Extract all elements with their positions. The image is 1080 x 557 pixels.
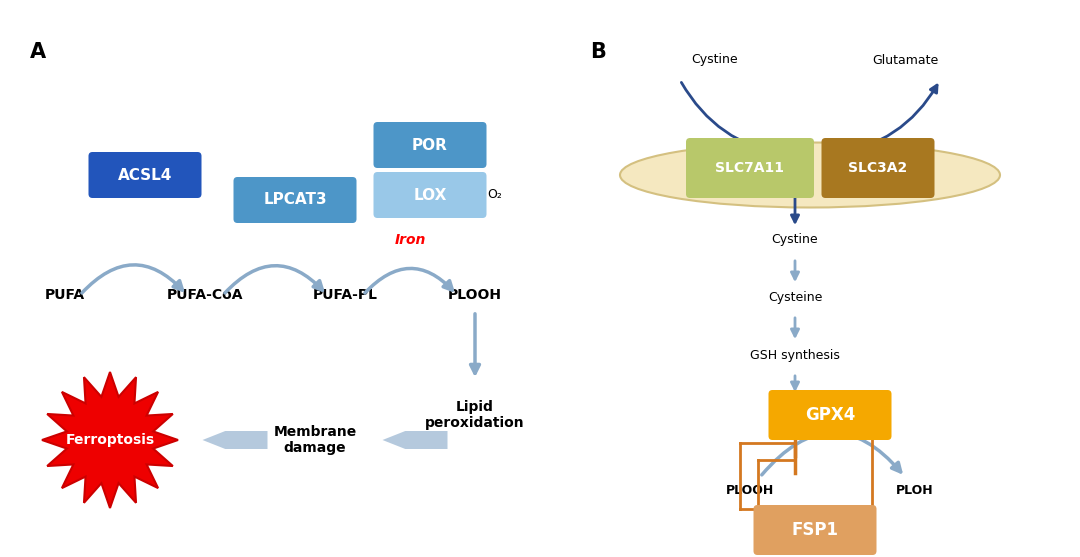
Text: SLC3A2: SLC3A2 [849, 161, 907, 175]
Text: Lipid
peroxidation: Lipid peroxidation [426, 400, 525, 430]
Text: Membrane
damage: Membrane damage [273, 425, 356, 455]
Polygon shape [203, 431, 268, 449]
Polygon shape [382, 431, 447, 449]
Text: PUFA-CoA: PUFA-CoA [166, 288, 243, 302]
Text: LPCAT3: LPCAT3 [264, 193, 327, 208]
FancyBboxPatch shape [233, 177, 356, 223]
FancyBboxPatch shape [374, 172, 486, 218]
Text: Iron: Iron [394, 233, 426, 247]
Text: Cystine: Cystine [691, 53, 739, 66]
FancyBboxPatch shape [769, 390, 891, 440]
Text: PLOH: PLOH [896, 483, 934, 496]
Text: GPX4: GPX4 [805, 406, 855, 424]
FancyBboxPatch shape [822, 138, 934, 198]
Text: LOX: LOX [414, 188, 447, 203]
Text: B: B [590, 42, 606, 62]
Text: Cystine: Cystine [772, 233, 819, 247]
Text: PUFA-PL: PUFA-PL [312, 288, 378, 302]
FancyBboxPatch shape [374, 122, 486, 168]
Text: PUFA: PUFA [45, 288, 85, 302]
Text: GSH synthesis: GSH synthesis [751, 349, 840, 361]
Text: FSP1: FSP1 [792, 521, 838, 539]
Text: Cysteine: Cysteine [768, 291, 822, 304]
Text: ACSL4: ACSL4 [118, 168, 172, 183]
Text: O₂: O₂ [487, 188, 502, 202]
Polygon shape [42, 372, 178, 508]
Text: PLOOH: PLOOH [726, 483, 774, 496]
Text: POR: POR [413, 138, 448, 153]
FancyBboxPatch shape [89, 152, 202, 198]
Text: PLOOH: PLOOH [448, 288, 502, 302]
Ellipse shape [620, 143, 1000, 208]
Text: SLC7A11: SLC7A11 [715, 161, 784, 175]
Text: Glutamate: Glutamate [872, 53, 939, 66]
FancyBboxPatch shape [754, 505, 877, 555]
Text: Ferroptosis: Ferroptosis [66, 433, 154, 447]
Text: A: A [30, 42, 46, 62]
FancyBboxPatch shape [686, 138, 814, 198]
